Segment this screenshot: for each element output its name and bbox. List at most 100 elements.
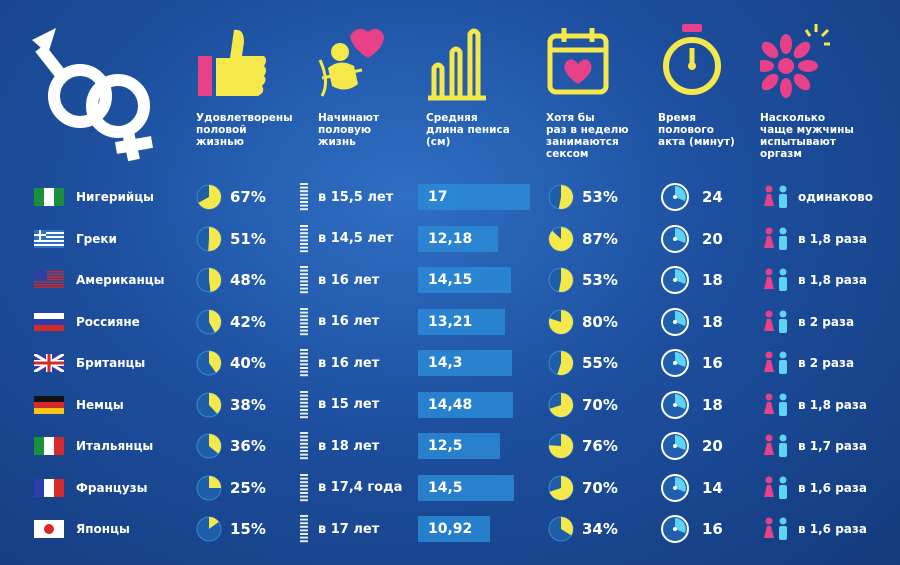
table-row: Немцы 38% в 15 лет 14,48 70% 18 в 1,8 раза [0,388,900,422]
table-row: Россияне 42% в 16 лет 13,21 80% 18 в 2 раза [0,305,900,339]
satisfied-pie [196,267,222,293]
weekly-pie [548,433,574,459]
length-bar [418,225,499,252]
age-value: в 16 лет [318,355,380,371]
orgasm-value: в 1,7 раза [798,439,867,453]
pie-slice [549,392,574,417]
minutes-cell: 18 [660,388,723,422]
orgasm-value: одинаково [798,190,873,204]
minutes-cell: 24 [660,180,723,214]
weekly-value: 70% [582,395,618,414]
weekly-value: 70% [582,478,618,497]
pie-slice [198,185,221,209]
header-minutes: Время полового акта (минут) [658,22,778,148]
length-value: 14,3 [428,355,463,371]
table-row: Итальянцы 36% в 18 лет 12,5 76% 20 в 1,7 раза [0,429,900,463]
ruler-ticks-icon [300,224,308,252]
age-cell: в 16 лет [300,305,379,339]
weekly-pie [548,516,574,542]
weekly-value: 80% [582,312,618,331]
age-value: в 15,5 лет [318,189,394,205]
country-cell: Россияне [34,305,140,339]
length-cell: 12,18 [418,222,472,256]
bar-chart-icon [428,28,486,101]
length-bar [418,433,501,459]
clock-icon [661,224,689,253]
satisfied-cell: 38% [196,388,266,422]
header-label: Удовлетворены половой жизнью [196,112,293,148]
satisfied-value: 36% [230,437,266,455]
satisfied-value: 51% [230,229,266,248]
orgasm-cell: в 1,8 раза [762,388,867,422]
minutes-cell: 20 [660,429,723,463]
satisfied-pie [196,433,222,459]
flag-uk-icon [34,354,64,372]
weekly-cell: 76% [548,429,618,463]
length-cell: 14,3 [418,346,463,380]
cupid-icon [318,28,384,97]
satisfied-cell: 67% [196,180,266,214]
orgasm-value: в 1,6 раза [798,522,867,536]
length-cell: 14,5 [418,471,463,505]
orgasm-cell: в 1,8 раза [762,263,867,297]
orgasm-value: в 1,8 раза [798,397,867,412]
weekly-value: 53% [582,271,618,289]
length-bar [418,308,506,335]
header-label: Время полового акта (минут) [658,112,735,148]
weekly-pie [548,226,574,251]
pie-slice [209,434,222,454]
header-weekly: Хотя бы раз в неделю занимаются сексом [546,22,666,160]
orgasm-cell: в 1,6 раза [762,471,867,505]
satisfied-pie [196,350,222,376]
satisfied-value: 42% [230,312,266,331]
minutes-cell: 18 [660,305,723,339]
age-value: в 14,5 лет [318,231,394,246]
gender-symbols-logo [32,28,153,162]
header-label: Средняя длина пениса (см) [426,112,510,148]
table-row: Французы 25% в 17,4 года 14,5 70% 14 в 1,6 раз… [0,471,900,505]
minutes-cell: 16 [660,512,723,546]
length-value: 14,5 [428,479,463,496]
length-bar [418,391,514,418]
satisfied-cell: 48% [196,263,266,297]
woman-man-icon [764,310,787,333]
weekly-value: 53% [582,188,618,206]
clock-icon [661,390,689,419]
minutes-value: 18 [702,271,723,289]
flag-germany-icon [34,395,64,414]
satisfied-cell: 51% [196,222,266,256]
age-cell: в 17,4 года [300,471,402,505]
length-value: 12,5 [428,438,463,454]
age-value: в 18 лет [318,438,380,454]
length-cell: 17 [418,180,447,214]
woman-man-icon [764,185,787,208]
weekly-cell: 34% [548,512,618,546]
satisfied-pie [196,226,222,251]
length-cell: 14,48 [418,388,472,422]
orgasm-cell: в 1,6 раза [762,512,867,546]
age-value: в 16 лет [318,272,380,288]
weekly-pie [548,184,574,210]
satisfied-pie [196,392,222,417]
country-name: Итальянцы [76,439,154,453]
satisfied-cell: 15% [196,512,266,546]
table-row: Американцы 48% в 16 лет 14,15 53% 18 в 1,8 раз… [0,263,900,297]
pie-slice [557,351,574,375]
satisfied-cell: 36% [196,429,266,463]
orgasm-value: в 1,6 раза [798,480,867,495]
ruler-ticks-icon [300,515,308,543]
weekly-value: 87% [582,229,618,248]
header-label: Насколько чаще мужчины испытывают оргазм [760,112,854,160]
length-value: 14,48 [428,396,473,413]
orgasm-cell: в 2 раза [762,305,854,339]
woman-man-icon [764,351,787,374]
age-cell: в 17 лет [300,512,379,546]
length-cell: 14,15 [418,263,472,297]
table-row: Британцы 40% в 16 лет 14,3 55% 16 в 2 раза [0,346,900,380]
satisfied-pie [196,309,222,334]
country-cell: Немцы [34,388,124,422]
minutes-cell: 14 [660,471,723,505]
pie-slice [549,475,574,500]
woman-man-icon [764,227,787,250]
pie-slice [558,268,573,292]
